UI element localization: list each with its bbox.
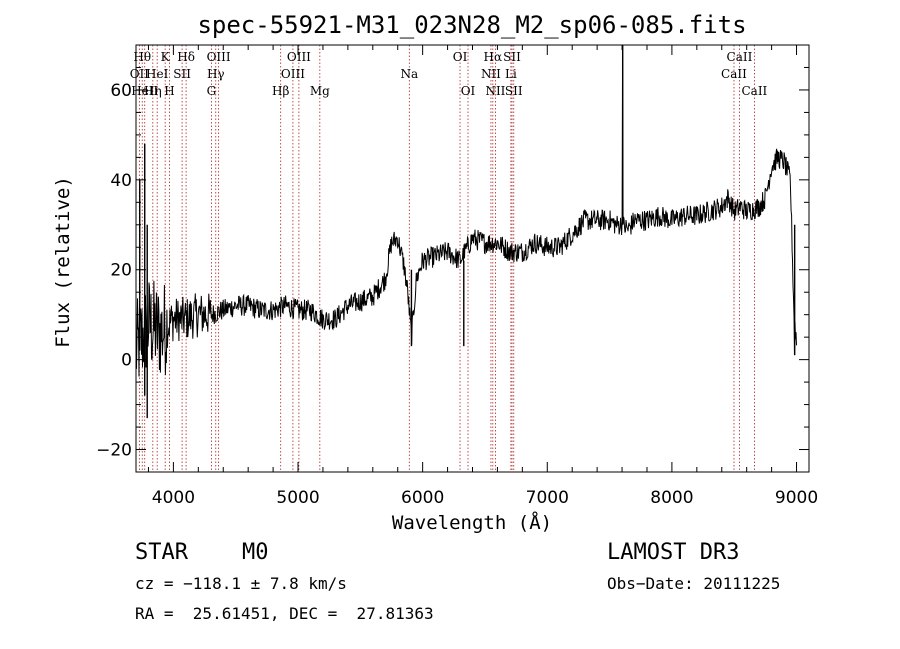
reference-line-label-7: SII: [173, 67, 191, 81]
reference-line-label-2: HeII: [131, 84, 158, 98]
reference-line-label-19: NII: [481, 67, 501, 81]
observation-date: Obs−Date: 20111225: [607, 574, 781, 593]
reference-line-label-11: OIII: [207, 50, 231, 64]
reference-line-label-6: H: [164, 84, 174, 98]
x-axis-label: Wavelength (Å): [392, 511, 552, 534]
x-tick-label-3: 7000: [526, 488, 569, 508]
reference-line-label-13: OIII: [281, 67, 305, 81]
y-axis-label: Flux (relative): [52, 176, 74, 348]
reference-line-label-22: Li: [505, 67, 517, 81]
x-axis-ticks: 4000 5000 6000 7000 8000 9000: [147, 45, 818, 508]
plot-frame: [135, 44, 810, 473]
reference-line-label-20: Hα: [484, 50, 503, 64]
y-tick-label-2: 20: [110, 261, 132, 281]
y-tick-label-1: 0: [121, 351, 132, 371]
redshift-value: cz = −118.1 ± 7.8 km/s: [135, 574, 347, 593]
reference-line-label-17: OI: [453, 50, 468, 64]
reference-line-label-27: CaII: [741, 84, 767, 98]
reference-line-label-24: SII: [505, 84, 523, 98]
flux-series: [135, 44, 797, 419]
reference-line-label-0: OII: [130, 67, 150, 81]
x-tick-label-2: 6000: [401, 488, 444, 508]
reference-line-label-23: SII: [503, 50, 521, 64]
y-tick-label-3: 40: [110, 171, 132, 191]
reference-line-label-4: HeI: [146, 67, 169, 81]
reference-line-label-14: OIII: [287, 50, 311, 64]
reference-lines: [138, 45, 755, 472]
flux-line: [135, 44, 797, 377]
reference-line-label-21: NII: [485, 84, 505, 98]
reference-line-label-8: Hδ: [177, 50, 195, 64]
x-tick-label-1: 5000: [276, 488, 319, 508]
reference-line-label-5: K: [161, 50, 171, 64]
reference-line-label-16: Na: [400, 67, 418, 81]
y-tick-label-0: −20: [96, 441, 132, 461]
object-class: STAR: [135, 540, 188, 565]
survey-name: LAMOST DR3: [607, 540, 740, 565]
x-tick-label-4: 8000: [650, 488, 693, 508]
y-axis-ticks: −20 0 20 40 60: [96, 44, 809, 473]
x-tick-label-0: 4000: [152, 488, 195, 508]
reference-line-label-10: Hγ: [207, 67, 225, 81]
reference-line-label-12: Hβ: [272, 84, 289, 98]
reference-line-label-3: Hη: [144, 84, 162, 98]
sky-coordinates: RA = 25.61451, DEC = 27.81363: [135, 604, 434, 623]
reference-line-label-25: CaII: [721, 67, 747, 81]
chart-title: spec-55921-M31_023N28_M2_sp06-085.fits: [197, 11, 746, 39]
object-subclass: M0: [242, 540, 269, 565]
reference-line-label-15: Mg: [310, 84, 330, 98]
y-tick-label-4: 60: [110, 81, 132, 101]
reference-line-label-18: OI: [461, 84, 476, 98]
reference-line-label-9: G: [207, 84, 217, 98]
reference-line-label-1: Hθ: [133, 50, 151, 64]
x-tick-label-5: 9000: [775, 488, 818, 508]
reference-line-label-26: CaII: [727, 50, 753, 64]
